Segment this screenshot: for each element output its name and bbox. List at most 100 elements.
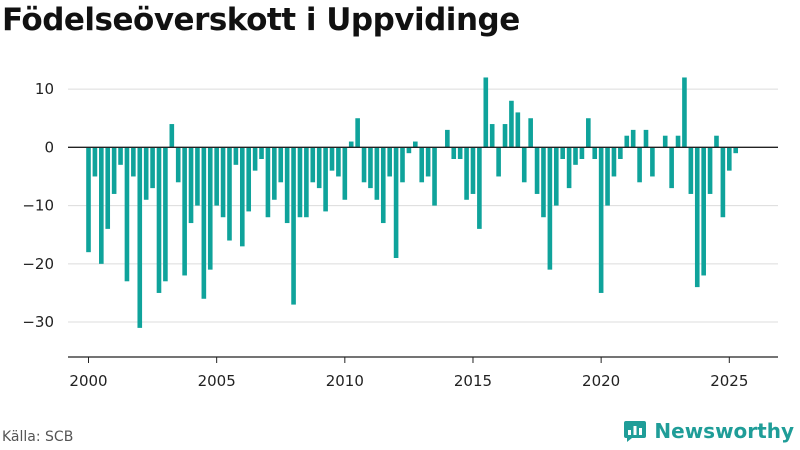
bar bbox=[246, 147, 252, 212]
axes: 10 0 −10 −20 −30 2000 2005 2010 2015 2020 2025 bbox=[22, 80, 778, 390]
bar bbox=[284, 147, 290, 224]
bar bbox=[605, 147, 610, 206]
bar bbox=[521, 147, 527, 183]
bar bbox=[579, 147, 585, 159]
bar bbox=[560, 147, 565, 159]
bar bbox=[688, 147, 694, 194]
bar bbox=[650, 147, 655, 177]
y-tick-label: 10 bbox=[35, 80, 54, 98]
bar bbox=[541, 147, 546, 218]
bar bbox=[201, 147, 207, 299]
bar bbox=[618, 147, 623, 159]
bar bbox=[733, 147, 739, 154]
bar bbox=[124, 147, 130, 282]
bar bbox=[329, 147, 335, 171]
bar bbox=[227, 147, 232, 241]
bar bbox=[291, 147, 296, 305]
bar bbox=[214, 147, 219, 206]
bar bbox=[406, 147, 412, 154]
x-tick-label: 2010 bbox=[326, 372, 364, 390]
bar bbox=[393, 147, 399, 258]
bar bbox=[175, 147, 181, 183]
bar bbox=[624, 135, 630, 148]
bar bbox=[489, 124, 495, 148]
bar bbox=[374, 147, 380, 200]
x-tick-label: 2020 bbox=[582, 372, 620, 390]
bar bbox=[701, 147, 706, 276]
bar bbox=[477, 147, 482, 229]
bar bbox=[400, 147, 405, 183]
bar bbox=[707, 147, 713, 194]
bar bbox=[553, 147, 559, 206]
bar bbox=[419, 147, 425, 183]
y-tick-label: −30 bbox=[22, 313, 54, 331]
y-tick-label: −10 bbox=[22, 197, 54, 215]
bar bbox=[207, 147, 213, 270]
bar bbox=[675, 135, 681, 148]
bar bbox=[316, 147, 322, 189]
bar bbox=[111, 147, 117, 194]
bar bbox=[137, 147, 143, 328]
bar bbox=[432, 147, 437, 206]
bar bbox=[573, 147, 578, 165]
bar bbox=[470, 147, 476, 194]
source-note: Källa: SCB bbox=[2, 429, 74, 445]
x-tick-label: 2000 bbox=[69, 372, 107, 390]
bar bbox=[464, 147, 469, 200]
bar bbox=[368, 147, 373, 189]
bar bbox=[496, 147, 501, 177]
bar bbox=[169, 124, 175, 148]
bar bbox=[150, 147, 155, 189]
bar bbox=[662, 135, 668, 148]
bar bbox=[502, 124, 508, 148]
bar bbox=[220, 147, 226, 218]
bar bbox=[387, 147, 392, 177]
bar bbox=[86, 147, 91, 253]
bar bbox=[156, 147, 162, 293]
x-tick-label: 2015 bbox=[454, 372, 492, 390]
bar bbox=[515, 112, 521, 148]
bar bbox=[131, 147, 136, 177]
bar bbox=[297, 147, 303, 218]
bar bbox=[272, 147, 277, 200]
bar bbox=[445, 129, 450, 148]
bar bbox=[592, 147, 598, 159]
bar bbox=[342, 147, 348, 200]
bar bbox=[163, 147, 168, 282]
bar bbox=[310, 147, 316, 183]
bar bbox=[598, 147, 604, 293]
brand-name: Newsworthy bbox=[654, 419, 794, 443]
bar bbox=[336, 147, 341, 177]
bar bbox=[105, 147, 111, 229]
bar bbox=[425, 147, 431, 177]
bar bbox=[528, 118, 533, 148]
bar bbox=[233, 147, 239, 165]
bar bbox=[694, 147, 700, 288]
bar bbox=[483, 77, 489, 148]
bar bbox=[637, 147, 642, 183]
x-tick-label: 2005 bbox=[198, 372, 236, 390]
brand-logo[interactable]: Newsworthy bbox=[623, 419, 794, 443]
bar bbox=[457, 147, 463, 159]
bar bbox=[118, 147, 123, 165]
y-tick-label: 0 bbox=[44, 138, 54, 156]
bar bbox=[278, 147, 284, 183]
bar bbox=[643, 129, 649, 148]
bar bbox=[413, 141, 418, 148]
bar bbox=[547, 147, 553, 270]
bar bbox=[259, 147, 264, 159]
bar bbox=[188, 147, 194, 224]
bar bbox=[669, 147, 674, 189]
bar bbox=[92, 147, 98, 177]
bars bbox=[86, 77, 739, 328]
bar bbox=[566, 147, 572, 189]
bar bbox=[355, 118, 360, 148]
bar bbox=[380, 147, 386, 224]
bar bbox=[348, 141, 354, 148]
bar bbox=[265, 147, 271, 218]
chart-title: Födelseöverskott i Uppvidinge bbox=[2, 2, 520, 38]
bar bbox=[720, 147, 726, 218]
bar bbox=[195, 147, 200, 206]
bar bbox=[361, 147, 367, 183]
